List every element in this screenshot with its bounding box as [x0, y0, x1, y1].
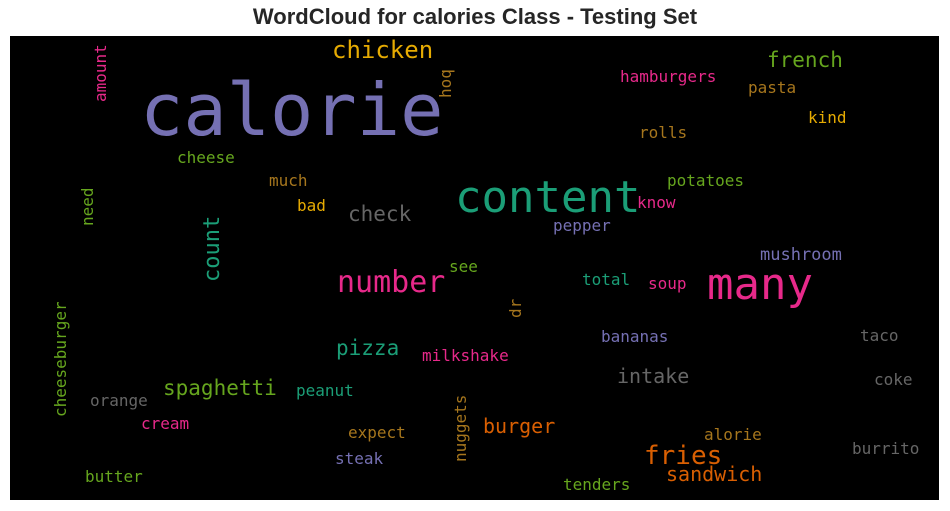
word-steak: steak — [335, 449, 384, 468]
word-see: see — [449, 257, 478, 276]
word-total: total — [582, 270, 631, 289]
wordcloud-canvas: calorie content many number chicken fries coun… — [10, 36, 939, 500]
word-sandwich: sandwich — [666, 462, 763, 486]
word-burger: burger — [483, 414, 556, 438]
word-potatoes: potatoes — [667, 171, 745, 190]
word-rolls: rolls — [639, 123, 688, 142]
word-hamburgers: hamburgers — [620, 67, 717, 86]
chart-title: WordCloud for calories Class - Testing S… — [252, 4, 698, 29]
word-number: number — [337, 265, 446, 300]
word-peanut: peanut — [296, 381, 354, 400]
word-bad: bad — [297, 196, 326, 215]
word-alorie: alorie — [704, 425, 762, 444]
word-mushroom: mushroom — [760, 245, 842, 265]
word-content: content — [455, 172, 641, 223]
word-spaghetti: spaghetti — [163, 376, 277, 400]
word-chicken: chicken — [332, 36, 434, 64]
word-butter: butter — [85, 467, 143, 486]
word-pizza: pizza — [336, 336, 400, 360]
word-bananas: bananas — [601, 327, 669, 346]
word-cream: cream — [141, 414, 190, 433]
word-cheese: cheese — [177, 148, 235, 167]
word-amount: amount — [91, 44, 110, 102]
word-tenders: tenders — [563, 475, 631, 494]
word-nuggets: nuggets — [451, 394, 470, 462]
word-milkshake: milkshake — [422, 346, 509, 365]
word-fries: fries — [644, 441, 723, 471]
word-many: many — [707, 259, 813, 310]
word-soup: soup — [648, 274, 687, 293]
word-dr: dr — [506, 298, 525, 318]
word-count: count — [200, 215, 225, 282]
word-intake: intake — [617, 364, 690, 388]
word-taco: taco — [860, 326, 899, 345]
word-much: much — [269, 171, 308, 190]
word-orange: orange — [90, 391, 148, 410]
word-cheeseburger: cheeseburger — [51, 301, 70, 417]
word-hoq: hoq — [436, 69, 455, 98]
word-french: french — [767, 48, 843, 72]
word-burrito: burrito — [852, 439, 920, 458]
word-know: know — [637, 193, 676, 212]
word-need: need — [78, 187, 97, 226]
word-expect: expect — [348, 423, 406, 442]
word-pepper: pepper — [553, 216, 611, 235]
word-calorie: calorie — [140, 68, 444, 152]
word-check: check — [348, 202, 412, 226]
word-kind: kind — [808, 108, 847, 127]
word-pasta: pasta — [748, 78, 797, 97]
word-coke: coke — [874, 370, 913, 389]
